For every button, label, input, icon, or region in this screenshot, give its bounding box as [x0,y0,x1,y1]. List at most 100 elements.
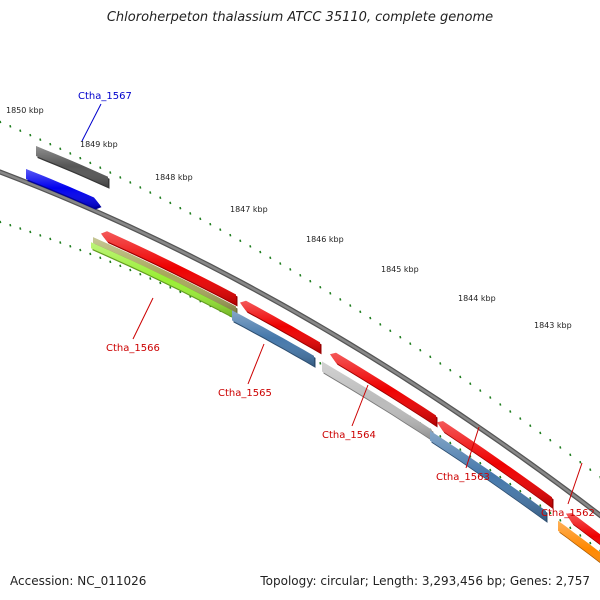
tick-mark [299,273,302,277]
gene-leader-line [132,297,154,340]
tick-mark [319,285,322,289]
tick-mark [79,156,82,160]
tick-mark [499,475,502,479]
tick-mark [169,286,172,289]
tick-mark [159,196,162,200]
tick-mark [259,250,262,254]
tick-mark [389,329,392,333]
gene-leader-line [465,426,480,469]
tick-mark [179,290,182,294]
tick-mark [19,227,22,230]
tick-mark [309,279,312,283]
tick-mark [359,310,362,314]
gene-leader-line [247,343,265,385]
tick-mark [449,441,452,445]
page-title: Chloroherpeton thalassium ATCC 35110, co… [106,10,494,25]
tick-mark [79,248,82,252]
tick-mark [139,186,142,189]
tick-mark [119,176,122,179]
tick-mark [439,362,442,365]
gene-label: Ctha_1564 [322,430,376,441]
tick-mark [379,323,382,326]
tick-mark [99,166,102,170]
tick-mark [69,152,72,155]
tick-mark [319,362,322,365]
tick-mark [329,291,332,295]
gene-label: Ctha_1565 [218,388,272,399]
tick-label: 1850 kbp [6,106,44,115]
tick-mark [109,171,112,174]
tick-mark [399,335,402,339]
tick-mark [109,260,112,264]
tick-mark [0,220,2,224]
accession-text: Accession: NC_011026 [10,574,147,588]
label-layer: 1850 kbp 1849 kbp 1848 kbp 1847 kbp 1846 kbp… [6,91,595,519]
inner-tick-ring [0,220,600,553]
tick-mark [419,348,422,352]
tick-label: 1843 kbp [534,321,572,330]
tick-mark [19,129,22,133]
tick-mark [569,453,572,457]
tick-mark [49,237,52,241]
tick-mark [579,534,582,537]
tick-label: 1849 kbp [80,140,118,149]
tick-mark [9,223,12,227]
tick-mark [209,222,212,226]
tick-mark [39,138,42,141]
tick-label: 1844 kbp [458,294,496,303]
tick-mark [499,403,502,406]
tick-mark [129,181,132,184]
tick-mark [99,256,102,260]
tick-mark [519,489,522,493]
backbone-layer [0,169,600,519]
tick-mark [159,281,162,285]
tick-label: 1848 kbp [155,173,193,182]
feature-layer [26,146,600,564]
gene-leader-line [81,103,102,142]
tick-label: 1846 kbp [306,235,344,244]
outer-tick-ring [0,120,600,479]
tick-mark [69,244,72,248]
tick-mark [529,497,532,500]
tick-mark [369,316,372,320]
tick-mark [289,268,292,271]
tick-mark [529,424,532,428]
tick-mark [579,460,582,464]
tick-mark [119,264,122,268]
tick-mark [49,142,52,146]
tick-mark [199,217,202,221]
tick-mark [219,228,222,231]
genome-summary-text: Topology: circular; Length: 3,293,456 bp… [260,574,590,588]
tick-mark [39,234,42,237]
tick-mark [439,435,442,438]
gene-label: Ctha_1566 [106,343,160,354]
tick-mark [339,298,342,301]
tick-mark [249,245,252,248]
tick-mark [179,206,182,210]
gene-leader-line [351,384,369,427]
tick-mark [29,133,32,137]
tick-mark [429,355,432,359]
gene-label: Ctha_1567 [78,91,132,102]
tick-label: 1847 kbp [230,205,268,214]
tick-mark [89,161,92,165]
tick-mark [489,468,492,472]
tick-label: 1845 kbp [381,265,419,274]
gene-label: Ctha_1562 [541,508,595,519]
tick-mark [129,268,132,272]
tick-mark [459,448,462,451]
tick-mark [469,382,472,386]
tick-mark [59,241,62,244]
tick-mark [0,120,2,124]
tick-mark [459,375,462,379]
tick-mark [279,262,282,265]
tick-mark [149,191,152,194]
tick-mark [139,272,142,276]
tick-mark [539,431,542,435]
tick-mark [589,468,592,471]
tick-mark [589,541,592,545]
tick-mark [349,304,352,307]
tick-mark [479,389,482,392]
gene-leader-line [567,462,583,505]
tick-mark [539,504,542,507]
